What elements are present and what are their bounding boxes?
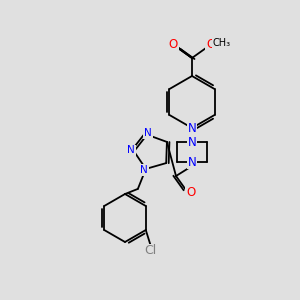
Text: N: N	[188, 122, 196, 136]
Text: N: N	[144, 128, 152, 138]
Text: O: O	[186, 187, 196, 200]
Text: Cl: Cl	[145, 244, 157, 257]
Text: CH₃: CH₃	[213, 38, 231, 48]
Text: N: N	[188, 155, 196, 169]
Text: N: N	[140, 165, 148, 175]
Text: O: O	[206, 38, 216, 52]
Text: N: N	[127, 146, 135, 155]
Text: N: N	[188, 136, 196, 148]
Text: O: O	[168, 38, 178, 52]
